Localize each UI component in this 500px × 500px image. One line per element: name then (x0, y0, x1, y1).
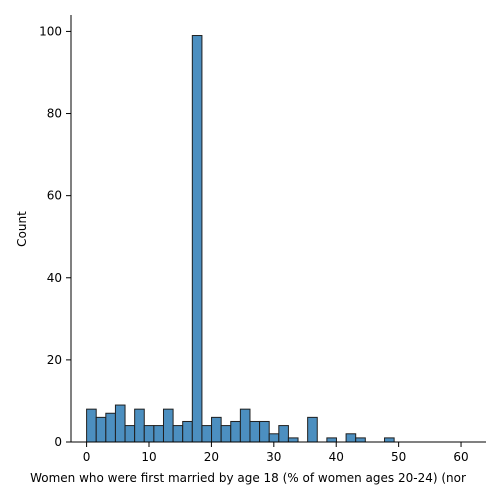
histogram-bar-27 (345, 433, 357, 443)
histogram-bar-16 (239, 408, 251, 443)
y-tick-label: 20 (47, 353, 62, 367)
histogram-bar-28 (355, 437, 366, 443)
histogram-bar-4 (124, 425, 136, 443)
histogram-bar-31 (384, 437, 395, 443)
histogram-bar-19 (268, 433, 280, 443)
x-tick-label: 40 (329, 450, 344, 464)
histogram-bar-18 (259, 420, 270, 443)
x-tick-label: 20 (204, 450, 219, 464)
histogram-bar-1 (95, 416, 107, 443)
y-tick-label: 40 (47, 271, 62, 285)
x-axis-label: Women who were first married by age 18 (… (30, 471, 466, 485)
histogram-bar-2 (105, 412, 116, 443)
y-tick-label: 0 (54, 435, 62, 449)
histogram-bar-25 (326, 437, 337, 443)
x-tick-label: 0 (83, 450, 91, 464)
y-tick-label: 60 (47, 189, 62, 203)
x-tick-label: 50 (391, 450, 406, 464)
x-tick-label: 10 (141, 450, 156, 464)
histogram-bar-23 (307, 416, 318, 443)
histogram-bar-15 (230, 420, 241, 443)
x-tick-label: 60 (453, 450, 468, 464)
x-ticks-group: 0 10 20 30 40 50 60 (83, 442, 469, 464)
histogram-bar-6 (143, 425, 155, 443)
histogram-bar-14 (220, 425, 232, 443)
histogram-bar-20 (278, 425, 289, 443)
bars-group (86, 35, 395, 443)
y-tick-label: 80 (47, 107, 62, 121)
histogram-bar-11 (191, 35, 203, 443)
histogram-bar-12 (201, 425, 213, 443)
y-ticks-group: 0 20 40 60 80 100 (39, 24, 71, 449)
histogram-bar-3 (114, 404, 126, 443)
histogram-bar-13 (211, 416, 222, 443)
histogram-bar-8 (162, 408, 174, 443)
histogram-bar-7 (153, 425, 164, 443)
histogram-bar-9 (172, 425, 184, 443)
y-tick-label: 100 (39, 24, 62, 38)
histogram-bar-5 (134, 408, 145, 443)
y-axis-label: Count (15, 211, 29, 247)
histogram-bar-0 (86, 408, 97, 443)
histogram-bar-10 (182, 420, 193, 443)
histogram-bar-17 (249, 420, 261, 443)
x-tick-label: 30 (266, 450, 281, 464)
histogram-bar-21 (287, 437, 299, 443)
